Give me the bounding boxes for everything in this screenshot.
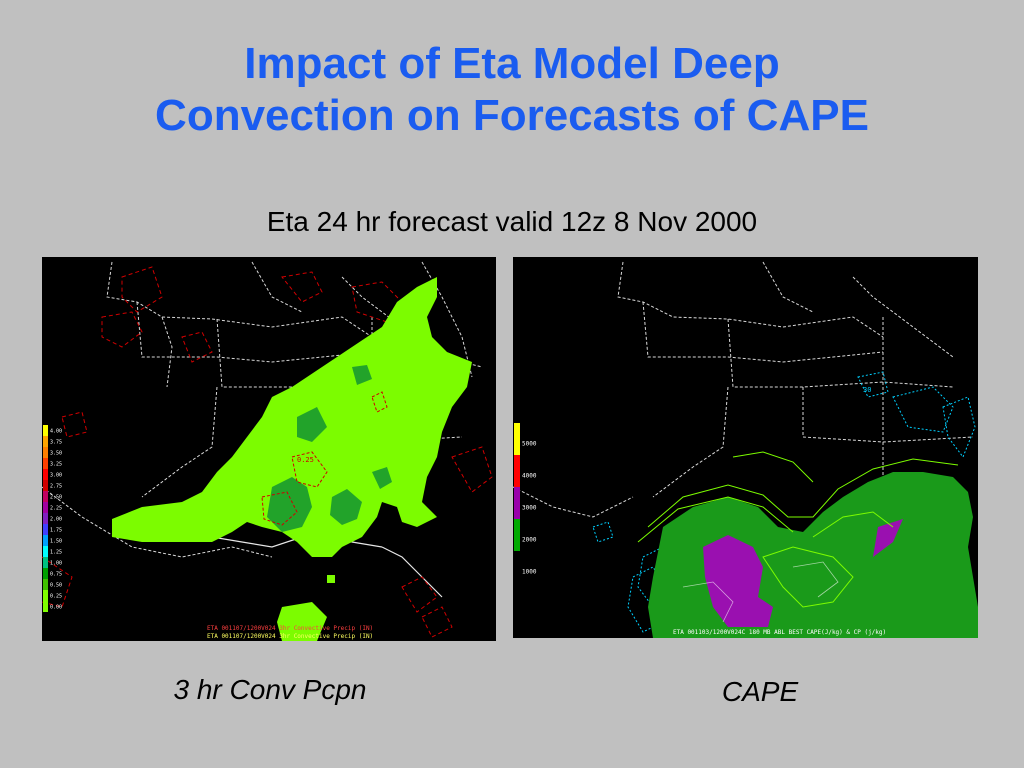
legend-label: 3.00	[50, 473, 62, 479]
legend-swatch	[43, 513, 48, 524]
map-footer-line-1: ETA 001107/1200V024 3hr Convective Preci…	[207, 625, 373, 632]
legend-swatch	[43, 436, 48, 447]
legend-label: 3.50	[50, 451, 62, 457]
legend-swatch	[43, 502, 48, 513]
cape-area-purple-east	[873, 519, 903, 557]
legend-swatch	[43, 568, 48, 579]
legend-label: 1.25	[50, 550, 62, 556]
legend-swatch	[43, 579, 48, 590]
precip-area-light-south	[277, 602, 327, 641]
precip-dot	[327, 575, 335, 583]
legend-swatch	[43, 557, 48, 568]
map-footer-line: ETA 001103/1200V024C 180 MB ABL BEST CAP…	[673, 629, 886, 636]
legend-swatch	[514, 551, 520, 583]
legend-swatch	[514, 487, 520, 519]
cape-map-image: 30 5000 4000 3000 2000 1000 ETA 001103/1200V…	[513, 261, 978, 638]
legend-swatch	[514, 519, 520, 551]
legend-label: 2.25	[50, 506, 62, 512]
legend-label: 1.50	[50, 539, 62, 545]
legend-label: 5000	[522, 440, 537, 447]
cape-legend: 5000 4000 3000 2000 1000	[514, 423, 537, 583]
legend-label: 4000	[522, 472, 537, 479]
legend-label: 4.00	[50, 429, 62, 435]
legend-swatch	[43, 425, 48, 436]
caption-cape: CAPE	[721, 676, 799, 707]
title-line-1: Impact of Eta Model Deep	[244, 39, 780, 88]
legend-swatch	[43, 524, 48, 535]
legend-label: 3000	[522, 504, 537, 511]
cape-area-green	[648, 472, 978, 638]
legend-swatch	[43, 590, 48, 601]
legend-label: 2.00	[50, 517, 62, 523]
legend-label: 2000	[522, 536, 537, 543]
map-footer-line-2: ETA 001107/1200V024 3hr Convective Preci…	[207, 633, 373, 640]
legend-swatch	[43, 480, 48, 491]
precip-legend: 4.00 3.75 3.50 3.25 3.00 2.75 2.50 2.25 2.00 1.75…	[43, 425, 62, 612]
legend-label: 1.00	[50, 561, 62, 567]
legend-swatch	[514, 423, 520, 455]
legend-swatch	[43, 458, 48, 469]
legend-label: 0.50	[50, 583, 62, 589]
conv-precip-map: 0.25 4.00 3.75 3.50 3.25 3.00 2.75 2.50 2.25 2.0…	[42, 257, 496, 641]
legend-swatch	[43, 546, 48, 557]
slide-title: Impact of Eta Model Deep Convection on F…	[0, 38, 1024, 142]
legend-label: 1000	[522, 568, 537, 575]
cape-map: 30 5000 4000 3000 2000 1000 ETA 001103/1200V…	[513, 257, 978, 638]
legend-label: 0.00	[50, 605, 62, 611]
slide-subtitle: Eta 24 hr forecast valid 12z 8 Nov 2000	[266, 206, 758, 237]
contour-value-label: 0.25	[297, 456, 314, 464]
cape-contours-green	[637, 451, 959, 608]
legend-label: 0.25	[50, 594, 62, 600]
legend-label: 0.75	[50, 572, 62, 578]
legend-swatch	[43, 601, 48, 612]
contour-value-label: 30	[863, 386, 871, 394]
legend-swatch	[43, 469, 48, 480]
conv-precip-map-image: 0.25 4.00 3.75 3.50 3.25 3.00 2.75 2.50 2.25 2.0…	[42, 261, 493, 641]
legend-label: 2.50	[50, 495, 62, 501]
legend-label: 3.75	[50, 440, 62, 446]
legend-label: 2.75	[50, 484, 62, 490]
legend-swatch	[43, 535, 48, 546]
precip-area-heavy	[267, 365, 392, 532]
legend-swatch	[43, 447, 48, 458]
title-line-2: Convection on Forecasts of CAPE	[155, 91, 869, 140]
cape-area-purple	[703, 535, 773, 627]
state-borders	[513, 261, 974, 518]
legend-label: 1.75	[50, 528, 62, 534]
legend-swatch	[43, 491, 48, 502]
legend-label: 3.25	[50, 462, 62, 468]
caption-conv-pcpn: 3 hr Conv Pcpn	[173, 674, 367, 705]
legend-swatch	[514, 455, 520, 487]
